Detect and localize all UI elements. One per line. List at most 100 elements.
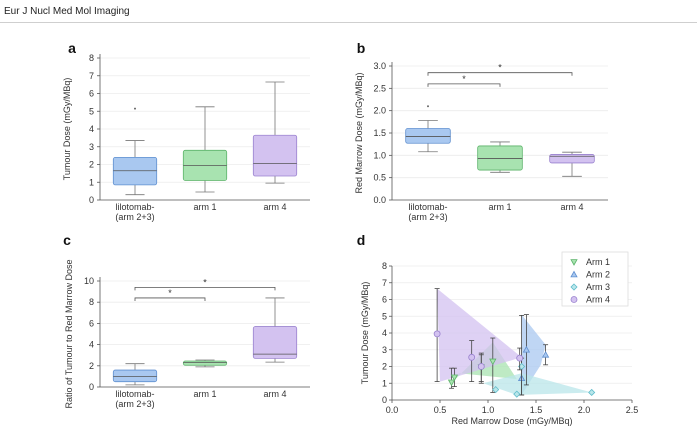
panel-c-label: c <box>63 232 71 248</box>
panel-d-point-arm-3 <box>492 386 500 394</box>
panel-a-xtick-label: arm 1 <box>193 202 216 212</box>
panel-d-region-arm-3 <box>483 373 592 395</box>
panel-b-label: b <box>357 40 366 56</box>
panel-d-legend-label: Arm 2 <box>586 270 610 280</box>
panel-a-label: a <box>68 40 76 56</box>
panel-d-ylabel: Tumour Dose (mGy/MBq) <box>360 282 370 385</box>
panel-b-ylabel: Red Marrow Dose (mGy/MBq) <box>354 72 364 193</box>
panel-c-ytick-label: 2 <box>89 361 94 371</box>
panel-a-ytick-label: 5 <box>89 106 94 116</box>
panel-d-xtick-label: 2.0 <box>578 405 591 415</box>
box-c-1-iqr <box>182 360 228 366</box>
panel-a-ytick-label: 4 <box>89 124 94 134</box>
panel-c-significance-bracket <box>134 297 206 301</box>
panel-d-xtick-label: 1.0 <box>482 405 495 415</box>
panel-c-xtick-label: (arm 2+3) <box>115 399 154 409</box>
panel-d-xtick-label: 1.5 <box>530 405 543 415</box>
panel-c-significance-star: * <box>168 288 172 298</box>
box-b-0-outlier <box>427 105 429 108</box>
panel-d-point-arm-4 <box>516 354 524 362</box>
panel-b-significance-star: * <box>462 74 466 84</box>
panel-a-xtick-label: (arm 2+3) <box>115 212 154 222</box>
panel-d-point-arm-4 <box>477 363 485 370</box>
panel-a-ytick-label: 2 <box>89 160 94 170</box>
panel-d-ytick-label: 1 <box>382 378 387 388</box>
panel-c-ytick-label: 6 <box>89 318 94 328</box>
panel-a-xtick-label: lilotomab- <box>115 202 154 212</box>
panel-a-ytick-label: 8 <box>89 53 94 63</box>
panel-d-point-arm-4 <box>433 330 441 338</box>
panel-b-ytick-label: 0.0 <box>373 195 386 205</box>
panel-d-legend-label: Arm 4 <box>586 295 610 305</box>
panel-b-ytick-label: 3.0 <box>373 61 386 71</box>
panel-d-legend-label: Arm 1 <box>586 257 610 267</box>
panel-b-ytick-label: 2.5 <box>373 83 386 93</box>
panel-a-ytick-label: 7 <box>89 71 94 81</box>
panel-a-ytick-label: 3 <box>89 142 94 152</box>
journal-title: Eur J Nucl Med Mol Imaging <box>4 6 130 17</box>
box-a-0-outlier <box>134 107 136 110</box>
panel-c-significance-bracket <box>134 286 276 291</box>
panel-d-point-arm-2 <box>522 345 531 353</box>
panel-c-ylabel: Ratio of Tumour to Red Marrow Dose <box>64 259 74 408</box>
panel-d-xtick-label: 0.0 <box>386 405 399 415</box>
panel-b-xtick-label: (arm 2+3) <box>408 212 447 222</box>
box-b-2-iqr <box>549 154 595 164</box>
panel-b-significance-bracket <box>427 83 501 87</box>
panel-d-region-arm-4 <box>437 288 522 382</box>
panel-d-xtick-label: 0.5 <box>434 405 447 415</box>
panel-b-ytick-label: 0.5 <box>373 173 386 183</box>
panel-d-ytick-label: 2 <box>382 362 387 372</box>
panel-d-ytick-label: 0 <box>382 395 387 405</box>
panel-a-ytick-label: 1 <box>89 177 94 187</box>
panel-d-xtick-label: 2.5 <box>626 405 639 415</box>
panel-d-point-arm-1 <box>450 374 459 382</box>
panel-d-point-arm-4 <box>468 353 476 361</box>
panel-a-ytick-label: 0 <box>89 195 94 205</box>
panel-d-ytick-label: 5 <box>382 311 387 321</box>
panel-b-ytick-label: 1.5 <box>373 128 386 138</box>
panel-d-ytick-label: 7 <box>382 278 387 288</box>
panel-d-legend-label: Arm 3 <box>586 282 610 292</box>
box-c-2-iqr <box>252 326 298 359</box>
panel-d-ytick-label: 8 <box>382 261 387 271</box>
panel-d-point-arm-2 <box>541 350 550 358</box>
panel-d-ytick-label: 4 <box>382 328 387 338</box>
panel-c-ytick-label: 4 <box>89 340 94 350</box>
panel-c-significance-star: * <box>203 277 207 287</box>
panel-d-ytick-label: 3 <box>382 345 387 355</box>
panel-d-legend-marker <box>570 283 578 291</box>
box-a-2-iqr <box>252 134 298 177</box>
panel-b-ytick-label: 2.0 <box>373 106 386 116</box>
panel-a-xtick-label: arm 4 <box>263 202 286 212</box>
panel-b-xtick-label: arm 4 <box>560 202 583 212</box>
box-b-0-iqr <box>405 128 451 144</box>
box-a-0-iqr <box>112 156 158 186</box>
panel-a-ytick-label: 6 <box>89 89 94 99</box>
panel-c-ytick-label: 10 <box>84 276 94 286</box>
panel-d-point-arm-3 <box>513 390 521 398</box>
panel-d-label: d <box>357 232 366 248</box>
panel-b-xtick-label: arm 1 <box>488 202 511 212</box>
panel-c-xtick-label: arm 1 <box>193 389 216 399</box>
panel-b-significance-bracket <box>427 72 573 76</box>
panel-d-legend-marker <box>570 270 578 278</box>
panel-c-xtick-label: arm 4 <box>263 389 286 399</box>
panel-d-point-arm-1 <box>447 379 456 387</box>
panel-d-ytick-label: 6 <box>382 295 387 305</box>
panel-d-point-arm-3 <box>588 388 596 397</box>
panel-c-xtick-label: lilotomab- <box>115 389 154 399</box>
panel-a-ylabel: Tumour Dose (mGy/MBq) <box>62 78 72 181</box>
panel-b-significance-star: * <box>498 63 502 73</box>
panel-d-legend-marker <box>570 296 578 303</box>
panel-c-ytick-label: 8 <box>89 297 94 307</box>
panel-c-ytick-label: 0 <box>89 382 94 392</box>
panel-d-xlabel: Red Marrow Dose (mGy/MBq) <box>451 416 572 426</box>
panel-b-ytick-label: 1.0 <box>373 150 386 160</box>
journal-header: Eur J Nucl Med Mol Imaging <box>0 0 697 23</box>
box-c-0-iqr <box>112 369 158 383</box>
panel-d-legend-marker <box>570 259 578 266</box>
box-b-1-iqr <box>477 145 523 171</box>
panel-b-xtick-label: lilotomab- <box>408 202 447 212</box>
